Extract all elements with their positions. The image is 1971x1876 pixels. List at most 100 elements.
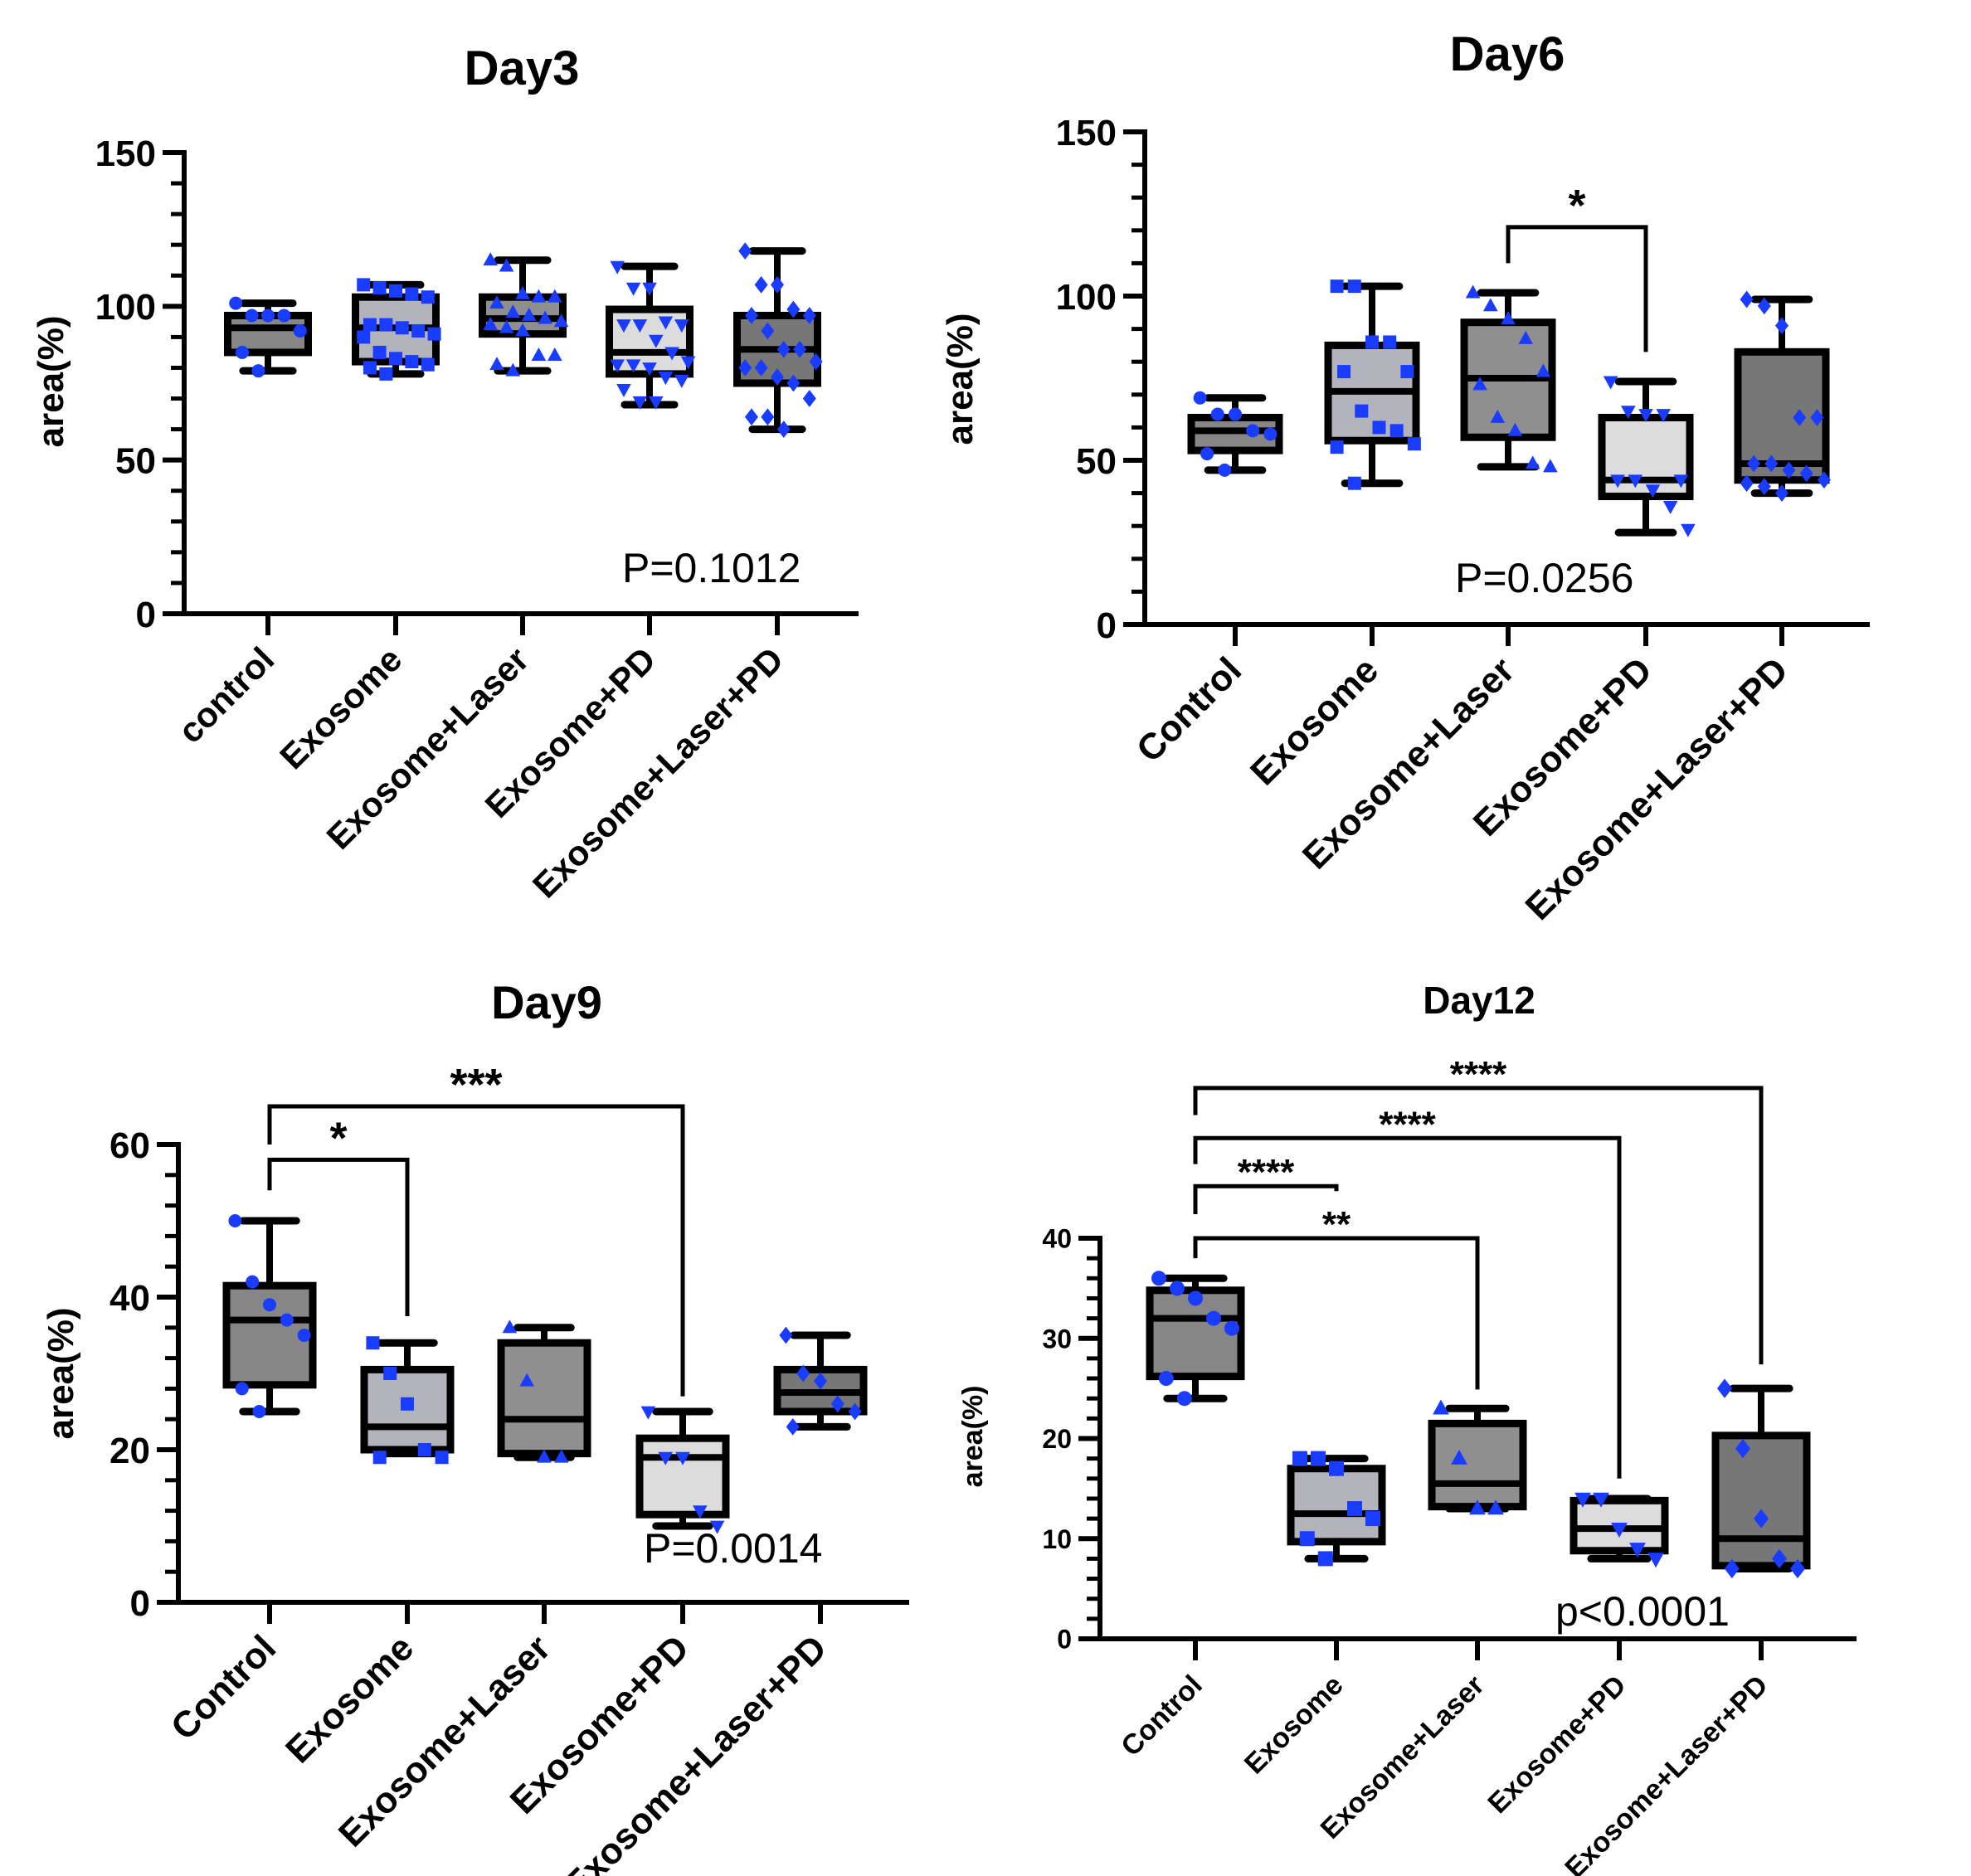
data-point-circle [245,309,259,323]
data-point-circle [1188,1290,1203,1306]
data-point-square [421,357,435,372]
data-point-triangle-down [625,359,641,373]
data-point-diamond [1747,454,1761,473]
data-point-triangle-down [1629,1543,1646,1558]
p-value-label: P=0.0014 [644,1525,822,1572]
significance-bracket [1193,1183,1339,1215]
box-3 [1598,376,1696,537]
data-point-circle [1263,427,1278,441]
data-point-triangle-down [693,1505,708,1519]
data-point-circle [293,323,307,338]
x-tick-label: control [170,639,281,751]
data-point-circle [252,1405,266,1418]
data-point-diamond [809,352,823,371]
data-point-triangle-down [1610,474,1625,488]
data-point-square [411,323,426,338]
data-point-circle [1170,1281,1185,1296]
data-point-triangle [1465,284,1481,299]
x-tick-label: Control [1129,649,1249,770]
y-tick-label: 150 [1056,113,1117,153]
significance-bracket [1506,225,1648,352]
data-point-triangle-down [642,362,657,377]
data-point-diamond [786,374,801,392]
data-point-triangle-down [709,1520,725,1534]
box-0 [224,296,312,378]
data-point-triangle-down [1621,406,1636,420]
data-point-circle [1206,1310,1221,1326]
data-point-square [1292,1451,1307,1466]
x-tick-label: Exosome+Laser+PD [1518,649,1797,928]
data-point-triangle [1507,422,1523,436]
x-tick-label: Exosome+PD [1482,1669,1632,1820]
data-point-triangle-down [680,356,696,370]
data-point-square [1400,365,1414,379]
data-point-square [1330,440,1344,454]
data-point-triangle-down [1611,1522,1628,1538]
x-tick-label: Control [163,1627,284,1747]
data-point-square [1317,1551,1333,1567]
data-point-circle [263,1298,276,1312]
significance-bracket [267,1157,410,1316]
chart-title: Day9 [491,976,602,1028]
data-point-diamond [786,1418,800,1436]
data-point-square [1337,365,1351,379]
chart-title: Day6 [1450,27,1565,81]
data-point-square [366,1336,380,1350]
y-tick-label: 10 [1042,1524,1072,1554]
data-point-square [1407,437,1421,451]
data-point-triangle-down [1628,474,1643,488]
data-point-triangle-down [674,374,689,388]
data-point-triangle [502,1320,518,1334]
data-point-circle [1224,1320,1239,1336]
y-axis-label: area(%) [41,1308,81,1440]
data-point-triangle [531,347,547,362]
data-point-triangle [1472,377,1487,391]
data-point-square [357,278,371,292]
chart-title: Day3 [465,41,580,95]
data-point-diamond [1775,317,1788,335]
iqr-box [1287,1465,1386,1546]
data-point-square [405,287,419,301]
data-point-square [401,1397,414,1411]
data-point-square [1355,404,1369,418]
iqr-box [1428,1419,1527,1511]
data-point-triangle [531,289,547,303]
data-point-square [389,352,402,366]
p-value-label: p<0.0001 [1555,1588,1730,1635]
data-point-triangle [489,357,504,371]
data-point-square [363,361,377,375]
data-point-circle [280,1313,294,1327]
data-point-diamond [738,359,752,377]
significance-bracket [1193,1135,1622,1479]
data-point-square [1299,1531,1315,1547]
data-point-triangle-down [632,319,648,333]
data-point-triangle [499,319,514,333]
data-point-triangle-down [648,334,664,348]
panel-day3: Day3 area(%) P=0.1012 050100150controlEx… [31,41,859,906]
data-point-square [389,284,402,298]
data-point-diamond [814,1372,827,1390]
data-point-diamond [802,307,816,324]
significance-stars: **** [1238,1152,1295,1193]
data-point-square [1365,1511,1380,1527]
data-point-diamond [848,1402,862,1421]
data-point-square [1347,476,1361,490]
data-point-triangle-down [1673,474,1689,488]
y-tick-label: 0 [136,595,156,635]
data-point-diamond [1782,461,1796,479]
data-point-diamond [1717,1378,1732,1398]
y-tick-label: 50 [115,441,156,482]
y-tick-label: 100 [1056,277,1117,318]
y-axis-label: area(%) [31,316,71,448]
data-point-triangle-down [616,319,631,333]
data-point-square [405,355,419,369]
data-point-circle [297,1329,311,1342]
data-point-square [427,327,441,341]
data-point-square [379,318,393,332]
box-4 [1711,1378,1811,1579]
data-point-triangle [515,323,530,337]
box-4 [1734,290,1831,502]
data-point-diamond [761,408,775,426]
data-point-triangle-down [664,347,679,361]
